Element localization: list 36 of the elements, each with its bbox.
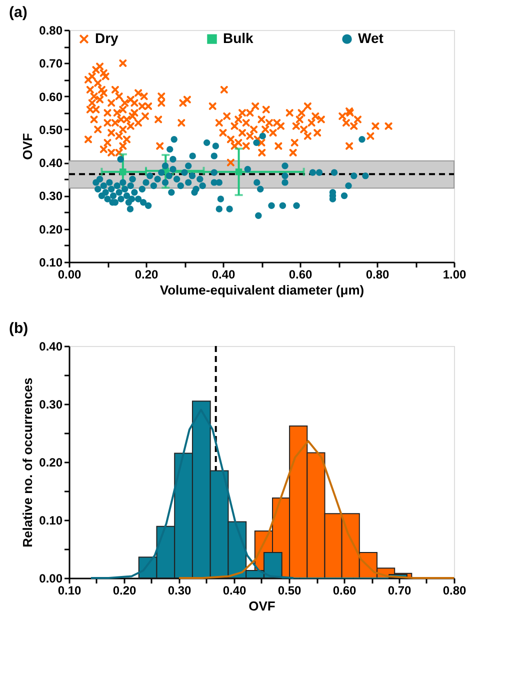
x-tick-label: 0.70 — [388, 584, 412, 598]
y-tick-label: 0.50 — [39, 122, 63, 137]
y-tick-label: 0.00 — [39, 572, 63, 586]
x-tick-label: 0.20 — [112, 584, 136, 598]
y-tick-label: 0.40 — [39, 156, 63, 170]
legend-label: Dry — [95, 30, 119, 46]
x-tick-label: 1.00 — [442, 268, 466, 282]
x-tick-label: 0.50 — [278, 584, 302, 598]
x-tick-label: 0.10 — [58, 584, 82, 598]
x-axis-title: Volume-equivalent diameter (μm) — [160, 282, 364, 298]
x-tick-label: 0.40 — [222, 584, 246, 598]
y-axis-title: Relative no. of occurrences — [20, 378, 36, 548]
y-tick-label: 0.20 — [39, 222, 63, 236]
x-axis-title: OVF — [248, 598, 276, 614]
x-tick-label: 0.30 — [168, 584, 192, 598]
y-tick-label: 0.10 — [39, 256, 63, 270]
y-tick-label: 0.30 — [39, 189, 63, 204]
x-tick-label: 0.40 — [212, 268, 236, 282]
chart-title: (a) — [9, 4, 28, 21]
x-tick-label: 0.60 — [332, 584, 356, 598]
y-tick-label: 0.40 — [39, 340, 63, 354]
x-tick-label: 0.20 — [134, 268, 158, 282]
chart-title: (b) — [9, 320, 28, 337]
y-tick-label: 0.30 — [39, 398, 63, 412]
x-tick-label: 0.80 — [442, 584, 466, 598]
y-tick-label: 0.70 — [39, 56, 63, 71]
x-tick-label: 0.80 — [366, 268, 390, 282]
y-tick-label: 0.60 — [39, 90, 63, 104]
y-tick-label: 0.80 — [39, 24, 63, 38]
legend-label: Wet — [358, 30, 384, 46]
y-tick-label: 0.20 — [39, 456, 63, 470]
y-tick-label: 0.10 — [39, 514, 63, 528]
x-tick-label: 0.00 — [58, 268, 82, 282]
y-axis-title: OVF — [20, 133, 36, 160]
legend-label: Bulk — [223, 30, 254, 46]
x-tick-label: 0.60 — [288, 268, 312, 282]
